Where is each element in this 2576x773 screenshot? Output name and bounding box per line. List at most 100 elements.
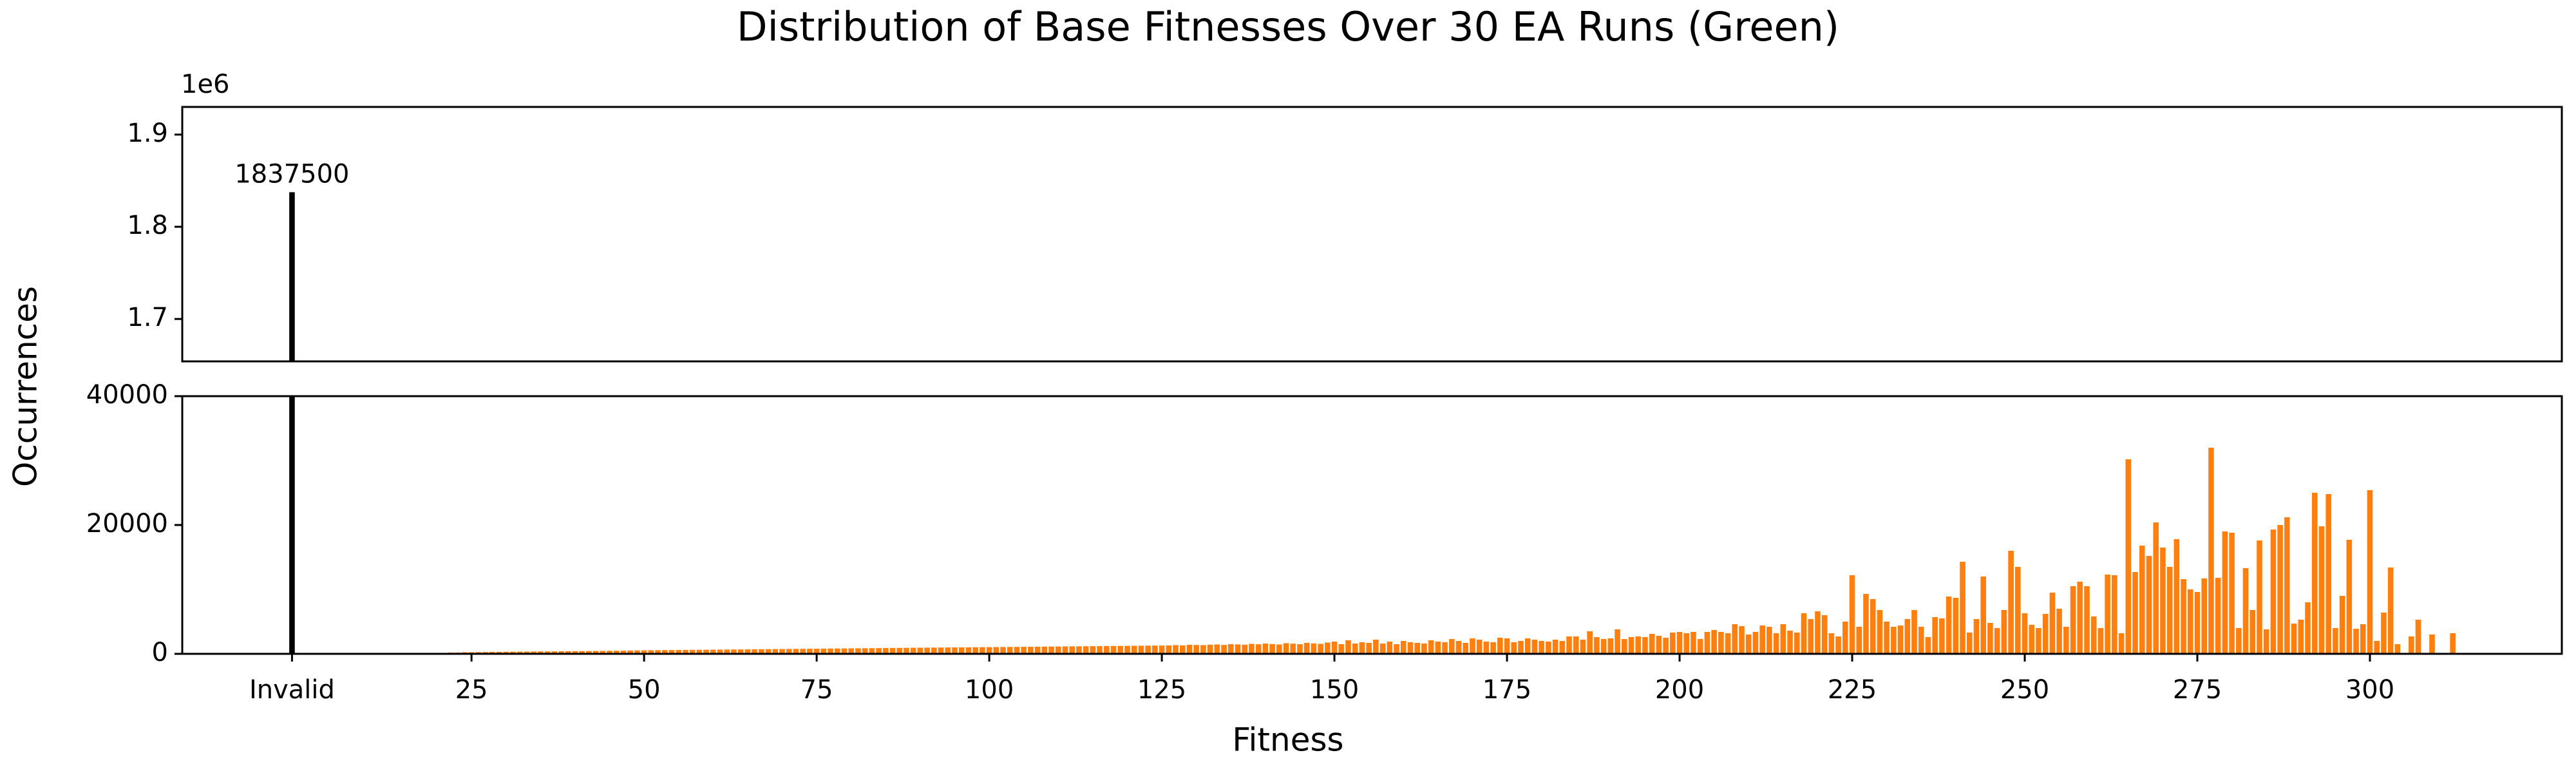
bar (1366, 643, 1372, 654)
bar (841, 648, 848, 654)
bar (2374, 641, 2380, 654)
bar (2112, 575, 2117, 654)
bar (1476, 640, 1482, 654)
bar (1656, 636, 1662, 654)
bar (1925, 637, 1931, 654)
bar (683, 649, 688, 654)
bar (668, 650, 675, 654)
bar (1842, 622, 1848, 654)
bar (1193, 645, 1199, 654)
x-tick-label: 250 (2000, 675, 2049, 705)
bar (938, 647, 944, 654)
bar (1041, 646, 1048, 654)
bar (1904, 619, 1911, 654)
bar (2194, 592, 2201, 654)
bar (1835, 636, 1841, 654)
bar (1877, 610, 1883, 654)
bar (1911, 610, 1917, 654)
bar (772, 649, 779, 654)
bar (1994, 628, 2000, 654)
bar (2311, 493, 2318, 654)
bar (1725, 633, 1731, 654)
bar (1290, 644, 1296, 654)
bar (1138, 645, 1144, 654)
bar (2201, 578, 2208, 654)
bar (1242, 644, 1248, 654)
invalid-bar (289, 192, 295, 361)
bar (1297, 644, 1303, 654)
bar (1546, 642, 1551, 654)
bar (2346, 540, 2353, 654)
bar (2277, 525, 2283, 654)
bar (2325, 494, 2331, 654)
y-tick-label: 40000 (86, 380, 168, 410)
y-tick-label: 0 (152, 638, 168, 667)
bar (1227, 644, 1234, 654)
bar (524, 651, 530, 654)
bar (2298, 620, 2304, 654)
bar (2270, 530, 2277, 654)
x-tick-label: 25 (455, 675, 488, 705)
bar (1152, 645, 1158, 654)
bar (1863, 594, 1869, 654)
bar (1780, 624, 1786, 654)
bar (1318, 644, 1323, 654)
bar (1359, 642, 1365, 654)
bar (1676, 632, 1683, 654)
chart-title: Distribution of Base Fitnesses Over 30 E… (737, 3, 1839, 50)
bar (807, 649, 813, 654)
bar (1524, 638, 1531, 654)
bar (1600, 639, 1607, 654)
bar (703, 649, 709, 654)
bar (558, 651, 564, 654)
bar (2215, 578, 2221, 654)
bar (1338, 644, 1345, 654)
bar (1428, 640, 1434, 654)
bar (2001, 610, 2007, 654)
bar (1918, 627, 1924, 654)
bar (1311, 643, 1317, 654)
bar (717, 649, 723, 654)
bar (1849, 575, 1855, 654)
bar (724, 649, 730, 654)
bar (2098, 628, 2104, 654)
bar (2022, 613, 2028, 654)
bar (1090, 646, 1096, 654)
x-tick-label: 200 (1655, 675, 1704, 705)
bar (1518, 641, 1524, 654)
x-tick-label: 275 (2173, 675, 2222, 705)
bar (1539, 641, 1544, 654)
bar (1980, 577, 1986, 654)
bar (1745, 635, 1752, 654)
bar (1221, 645, 1227, 654)
axis-offset-label: 1e6 (181, 70, 230, 99)
bar (620, 651, 627, 654)
bar (910, 647, 916, 654)
bar (2208, 448, 2214, 654)
bar (2008, 551, 2014, 654)
bar (2381, 613, 2387, 654)
bar (765, 649, 772, 654)
bar (1483, 642, 1490, 654)
bar (544, 651, 551, 654)
y-tick-label: 1.8 (127, 211, 168, 240)
bar (2236, 628, 2242, 654)
bar (828, 648, 833, 654)
top-plot-area (289, 192, 295, 361)
bar (2166, 567, 2173, 654)
bar (1407, 642, 1414, 654)
bar (2429, 635, 2435, 654)
bar (2084, 586, 2090, 654)
bar (2132, 572, 2138, 654)
x-tick-label: 100 (965, 675, 1014, 705)
bar (2029, 625, 2035, 654)
bar (1594, 637, 1600, 654)
bar (2153, 522, 2159, 654)
bar (2105, 575, 2110, 654)
bar (1235, 644, 1241, 654)
bar (2339, 596, 2345, 654)
bar (1048, 646, 1054, 654)
bar (1387, 642, 1393, 654)
bar (1166, 645, 1172, 654)
